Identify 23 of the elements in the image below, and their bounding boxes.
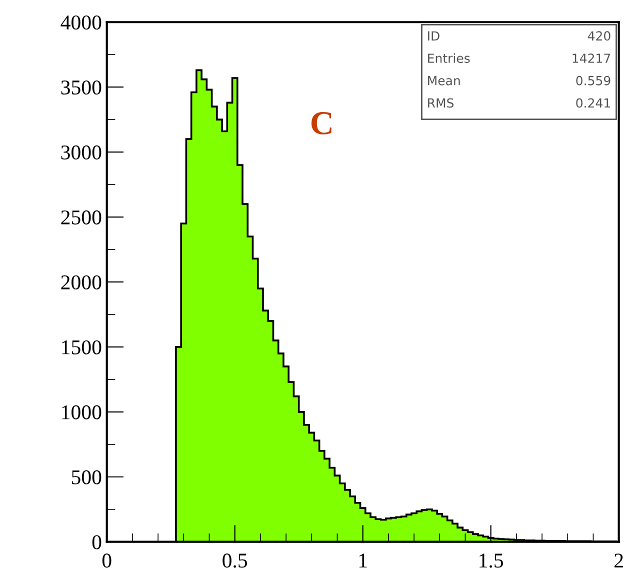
y-tick-label: 2500: [61, 210, 102, 224]
annotation: Mean: [428, 76, 460, 86]
x-tick-label: 1: [359, 554, 367, 568]
y-tick-label: 0: [92, 535, 102, 550]
x-tick-label: 1.5: [480, 554, 504, 568]
y-tick-label: 1500: [62, 340, 102, 354]
y-tick-label: 2000: [61, 275, 102, 290]
annotation: 14217: [572, 54, 610, 63]
x-tick-label: 0.5: [222, 554, 248, 568]
annotation: 0.559: [576, 76, 610, 86]
y-tick-label: 1000: [62, 405, 102, 420]
annotation: 0.241: [576, 98, 610, 108]
annotation: C: [311, 112, 332, 134]
x-tick-label: 0: [102, 554, 112, 568]
annotation: Entries: [428, 53, 470, 63]
annotation: RMS: [428, 98, 454, 108]
y-tick-label: 4000: [60, 15, 102, 30]
y-tick-label: 500: [72, 470, 102, 484]
y-tick-label: 3500: [61, 80, 102, 95]
x-tick-label: 2: [614, 554, 623, 568]
annotation: 420: [588, 31, 610, 41]
y-tick-label: 3000: [61, 145, 102, 160]
annotation: ID: [428, 31, 440, 40]
